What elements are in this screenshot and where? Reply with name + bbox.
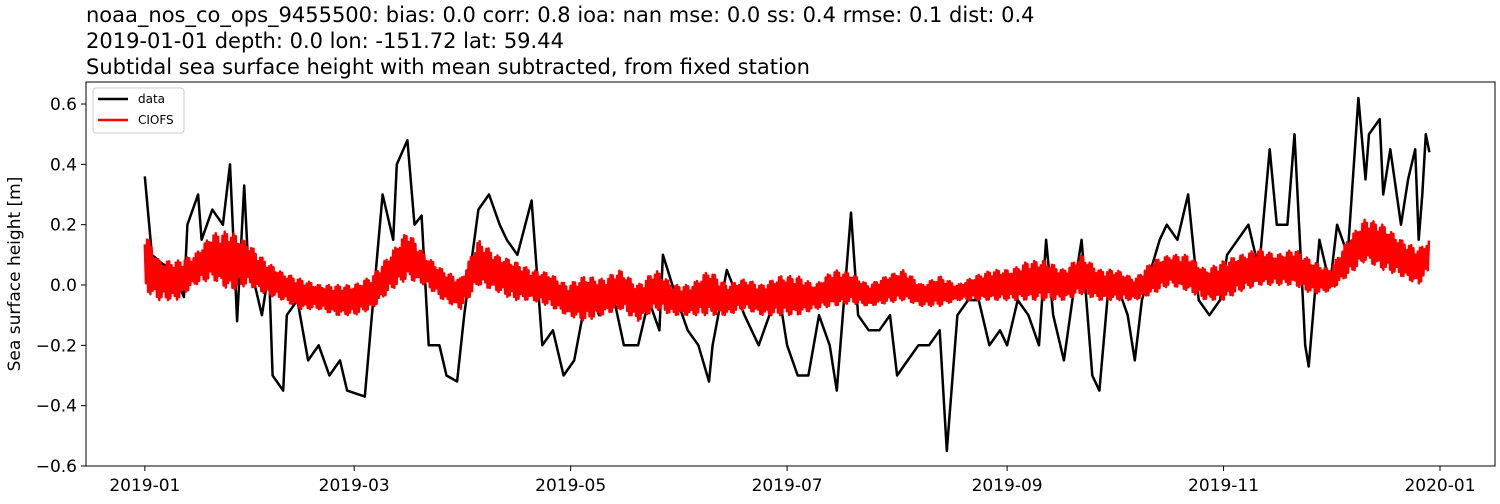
y-axis: 0.6 0.4 0.2 0.0 −0.2 −0.4 −0.6 [36,95,86,477]
y-tick-label: 0.4 [50,155,77,175]
x-tick-label: 2019-09 [972,476,1043,496]
y-axis-label: Sea surface height [m] [5,177,25,372]
y-tick-label: −0.6 [36,457,77,477]
legend-label-ciofs: CIOFS [138,113,174,127]
legend-label-data: data [138,92,165,106]
plot-area [143,96,1431,453]
y-tick-label: 0.0 [50,276,77,296]
chart-title-line-2: 2019-01-01 depth: 0.0 lon: -151.72 lat: … [86,29,564,53]
series-line-ciofs [143,218,1431,322]
axes-frame [85,81,1496,467]
x-tick-label: 2019-03 [319,476,390,496]
x-tick-label: 2019-07 [752,476,823,496]
x-tick-label: 2020-01 [1404,476,1475,496]
y-tick-label: 0.6 [50,95,77,115]
x-tick-label: 2019-05 [535,476,606,496]
y-tick-label: −0.2 [36,336,77,356]
legend: data CIOFS [92,87,185,134]
x-tick-label: 2019-11 [1188,476,1259,496]
y-tick-label: −0.4 [36,397,77,417]
chart-title-line-1: noaa_nos_co_ops_9455500: bias: 0.0 corr:… [86,3,1035,28]
y-tick-label: 0.2 [50,216,77,236]
x-axis: 2019-01 2019-03 2019-05 2019-07 2019-09 2019-… [109,466,1476,496]
chart-title-line-3: Subtidal sea surface height with mean su… [86,55,810,79]
x-tick-label: 2019-01 [109,476,180,496]
